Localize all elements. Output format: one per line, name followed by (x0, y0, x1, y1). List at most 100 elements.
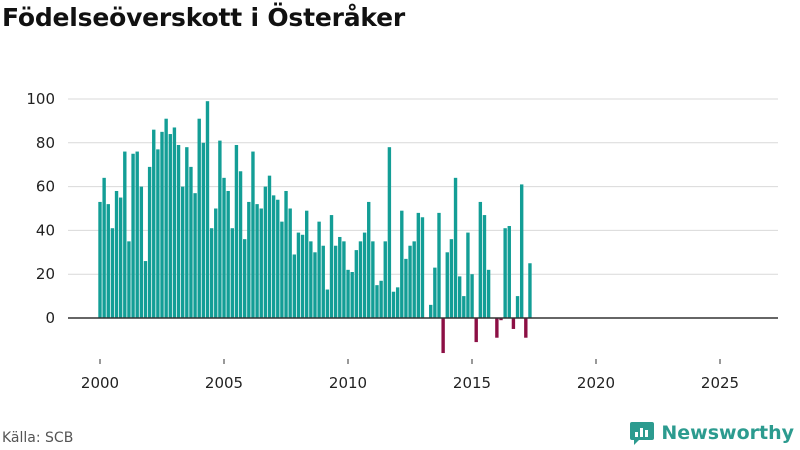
x-tick-label: 2015 (453, 374, 491, 392)
bar (433, 267, 437, 318)
x-tick-label: 2020 (577, 374, 615, 392)
bar (209, 228, 214, 318)
bar (106, 204, 110, 318)
axes: 0 20 40 60 80 100 2000 2005 2010 2015 2020 2025 (26, 90, 778, 392)
bar (400, 210, 404, 318)
bar (251, 151, 255, 318)
bar (457, 276, 462, 318)
bar (379, 280, 383, 318)
bar (193, 193, 197, 318)
bar (98, 201, 102, 318)
bar (152, 129, 156, 318)
bar (205, 101, 210, 318)
bars (98, 101, 532, 354)
bar (114, 190, 119, 318)
bar (486, 269, 491, 318)
bar (189, 166, 193, 318)
bar (243, 239, 247, 318)
bar (164, 118, 168, 319)
bar (528, 263, 532, 318)
bar (387, 147, 392, 318)
bar (358, 241, 363, 318)
bar (143, 261, 148, 318)
bar (507, 226, 511, 318)
bar (325, 289, 330, 318)
bar (420, 217, 425, 318)
bar (176, 144, 181, 318)
bar (172, 127, 177, 318)
bar (238, 171, 243, 318)
bar (214, 208, 218, 318)
bar (271, 195, 276, 318)
bar (222, 177, 226, 318)
y-tick-label: 0 (45, 309, 55, 327)
bar (180, 186, 185, 318)
bar (123, 151, 127, 318)
y-tick-label: 100 (26, 90, 55, 108)
bar (329, 215, 334, 318)
bar (168, 134, 172, 318)
y-tick-label: 60 (36, 178, 55, 196)
bar (449, 239, 454, 318)
bar (118, 197, 123, 318)
bar (280, 221, 284, 318)
bar (296, 232, 301, 318)
bar (412, 241, 416, 318)
bar (499, 318, 503, 321)
brand-name: Newsworthy (661, 422, 794, 444)
bar (524, 318, 528, 338)
bar (441, 318, 445, 354)
bar (197, 118, 201, 319)
bar (395, 287, 400, 318)
bar (408, 245, 412, 318)
bar (230, 228, 234, 318)
bar (391, 291, 396, 318)
bar (445, 252, 449, 318)
bar (350, 272, 354, 318)
bar (515, 296, 520, 318)
bar (375, 285, 379, 318)
bar (131, 153, 135, 318)
bar (309, 241, 313, 318)
x-tick-label: 2000 (81, 374, 119, 392)
bar (482, 215, 487, 318)
bar (470, 274, 474, 318)
bar (478, 201, 483, 318)
bar (342, 241, 346, 318)
bar (201, 142, 206, 318)
source-label: Källa: SCB (2, 430, 74, 446)
bar (346, 269, 350, 318)
bar (416, 212, 421, 318)
newsworthy-logo-icon (630, 422, 655, 445)
bar (284, 190, 288, 318)
bar (519, 184, 524, 318)
bar (247, 201, 251, 318)
bar (160, 131, 164, 318)
bar (371, 241, 375, 318)
bar (429, 304, 433, 318)
bar (313, 252, 317, 318)
x-tick-label: 2005 (205, 374, 243, 392)
bar (354, 250, 359, 318)
bar (511, 318, 516, 329)
y-tick-label: 80 (36, 134, 55, 152)
bar (292, 254, 297, 318)
bar (453, 177, 458, 318)
y-tick-label: 40 (36, 221, 55, 239)
bar (437, 212, 441, 318)
bar (234, 144, 239, 318)
bar (226, 190, 230, 318)
bar (288, 208, 292, 318)
bar (185, 147, 189, 318)
bar (317, 221, 321, 318)
bar (466, 232, 470, 318)
bar (139, 186, 144, 318)
bar (305, 210, 309, 318)
bar (321, 245, 325, 318)
bar (135, 151, 139, 318)
bar (367, 201, 371, 318)
bar (267, 175, 272, 318)
bar (338, 236, 342, 318)
bar (263, 186, 268, 318)
